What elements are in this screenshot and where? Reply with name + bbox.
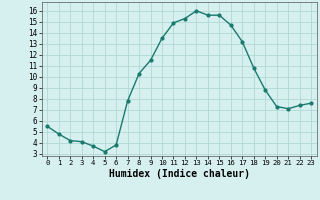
- X-axis label: Humidex (Indice chaleur): Humidex (Indice chaleur): [109, 169, 250, 179]
